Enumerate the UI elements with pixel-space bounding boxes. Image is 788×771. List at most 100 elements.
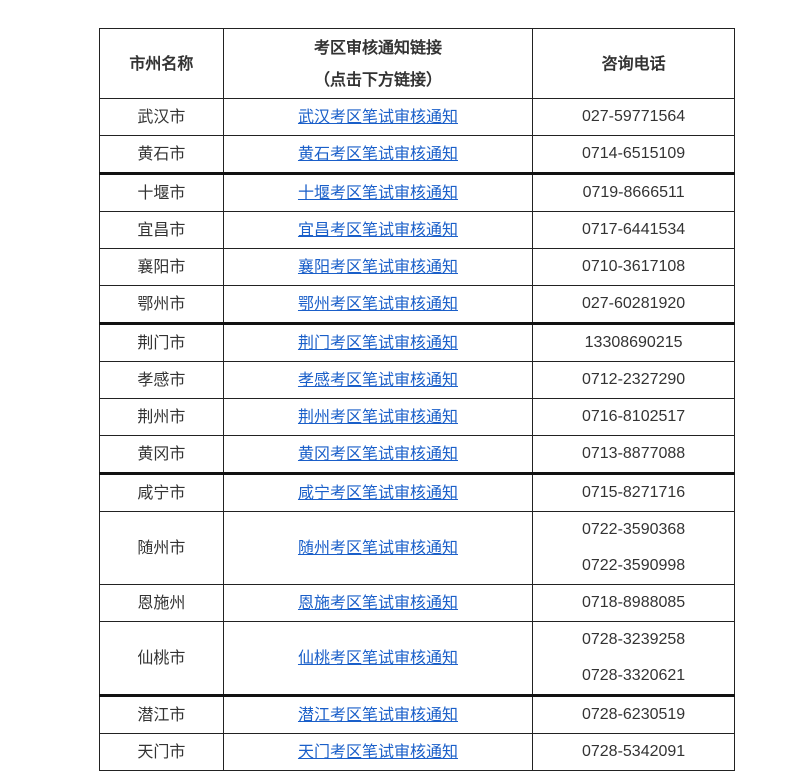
city-cell: 随州市	[99, 511, 224, 585]
city-cell: 恩施州	[99, 584, 224, 622]
notice-link[interactable]: 孝感考区笔试审核通知	[297, 370, 458, 389]
phone-cell: 0718-8988085	[532, 584, 735, 622]
link-cell: 孝感考区笔试审核通知	[222, 361, 534, 399]
phone-number: 13308690215	[584, 334, 683, 351]
city-cell: 荆门市	[99, 322, 224, 362]
phone-number: 0713-8877088	[581, 445, 686, 462]
table-row: 黄石市 黄石考区笔试审核通知 0714-6515109	[99, 135, 735, 174]
city-cell: 荆州市	[99, 398, 224, 436]
header-link: 考区审核通知链接 （点击下方链接）	[222, 28, 534, 99]
phone-number: 0718-8988085	[581, 594, 686, 611]
link-cell: 宜昌考区笔试审核通知	[222, 211, 534, 249]
phone-cell: 0728-6230519	[532, 694, 735, 734]
header-phone: 咨询电话	[532, 28, 735, 99]
table-row: 恩施州 恩施考区笔试审核通知 0718-8988085	[99, 584, 735, 622]
phone-number: 027-60281920	[581, 295, 686, 312]
phone-cell: 0716-8102517	[532, 398, 735, 436]
phone-number: 0716-8102517	[581, 408, 686, 425]
link-cell: 鄂州考区笔试审核通知	[222, 285, 534, 324]
table-row: 武汉市 武汉考区笔试审核通知 027-59771564	[99, 98, 735, 136]
phone-cell: 027-60281920	[532, 285, 735, 324]
table-row: 仙桃市 仙桃考区笔试审核通知 0728-3239258 0728-3320621	[99, 621, 735, 696]
phone-cell: 0713-8877088	[532, 435, 735, 474]
city-cell: 武汉市	[99, 98, 224, 136]
city-cell: 仙桃市	[99, 621, 224, 696]
phone-cell: 0728-5342091	[532, 733, 735, 771]
notice-link[interactable]: 襄阳考区笔试审核通知	[297, 257, 458, 276]
link-cell: 随州考区笔试审核通知	[222, 511, 534, 585]
notice-link[interactable]: 咸宁考区笔试审核通知	[297, 483, 458, 502]
phone-cell: 0710-3617108	[532, 248, 735, 286]
phone-cell: 027-59771564	[532, 98, 735, 136]
phone-number: 0728-6230519	[581, 706, 686, 723]
phone-number: 0717-6441534	[581, 221, 686, 238]
link-cell: 十堰考区笔试审核通知	[222, 172, 534, 212]
phone-number: 0728-3239258	[581, 631, 686, 648]
header-link-line2: （点击下方链接）	[313, 69, 442, 89]
table-row: 咸宁市 咸宁考区笔试审核通知 0715-8271716	[99, 472, 735, 512]
notice-link[interactable]: 随州考区笔试审核通知	[297, 538, 458, 557]
link-cell: 咸宁考区笔试审核通知	[222, 472, 534, 512]
link-cell: 恩施考区笔试审核通知	[222, 584, 534, 622]
table-row: 鄂州市 鄂州考区笔试审核通知 027-60281920	[99, 285, 735, 324]
notice-link[interactable]: 荆州考区笔试审核通知	[297, 407, 458, 426]
phone-number: 0719-8666511	[582, 184, 685, 201]
link-cell: 荆州考区笔试审核通知	[222, 398, 534, 436]
link-cell: 天门考区笔试审核通知	[222, 733, 534, 771]
link-cell: 潜江考区笔试审核通知	[222, 694, 534, 734]
notice-link[interactable]: 恩施考区笔试审核通知	[297, 593, 458, 612]
notice-link[interactable]: 十堰考区笔试审核通知	[297, 183, 458, 202]
link-cell: 黄石考区笔试审核通知	[222, 135, 534, 174]
phone-number: 0722-3590368	[581, 521, 686, 538]
phone-number: 0728-5342091	[581, 743, 686, 760]
city-cell: 十堰市	[99, 172, 224, 212]
phone-cell: 0715-8271716	[532, 472, 735, 512]
table-row: 随州市 随州考区笔试审核通知 0722-3590368 0722-3590998	[99, 511, 735, 585]
notice-link[interactable]: 仙桃考区笔试审核通知	[297, 648, 458, 667]
city-cell: 襄阳市	[99, 248, 224, 286]
phone-cell: 0717-6441534	[532, 211, 735, 249]
phone-cell: 0722-3590368 0722-3590998	[532, 511, 735, 585]
table-row: 潜江市 潜江考区笔试审核通知 0728-6230519	[99, 694, 735, 734]
notice-link[interactable]: 黄冈考区笔试审核通知	[297, 444, 458, 463]
phone-number: 0715-8271716	[581, 484, 686, 501]
link-cell: 仙桃考区笔试审核通知	[222, 621, 534, 696]
phone-cell: 0719-8666511	[532, 172, 735, 212]
phone-cell: 0712-2327290	[532, 361, 735, 399]
table-row: 荆州市 荆州考区笔试审核通知 0716-8102517	[99, 398, 735, 436]
link-cell: 武汉考区笔试审核通知	[222, 98, 534, 136]
header-link-line1: 考区审核通知链接	[313, 37, 442, 57]
table-row: 宜昌市 宜昌考区笔试审核通知 0717-6441534	[99, 211, 735, 249]
city-cell: 宜昌市	[99, 211, 224, 249]
table-header-row: 市州名称 考区审核通知链接 （点击下方链接） 咨询电话	[99, 28, 735, 99]
table-row: 十堰市 十堰考区笔试审核通知 0719-8666511	[99, 172, 735, 212]
phone-number: 0710-3617108	[581, 258, 686, 275]
city-cell: 鄂州市	[99, 285, 224, 324]
notice-link[interactable]: 潜江考区笔试审核通知	[297, 705, 458, 724]
notice-link[interactable]: 鄂州考区笔试审核通知	[297, 294, 458, 313]
phone-number: 027-59771564	[581, 108, 686, 125]
notice-link[interactable]: 荆门考区笔试审核通知	[297, 333, 458, 352]
city-cell: 黄冈市	[99, 435, 224, 474]
link-cell: 黄冈考区笔试审核通知	[222, 435, 534, 474]
phone-number: 0722-3590998	[581, 557, 686, 574]
phone-number: 0712-2327290	[581, 371, 686, 388]
city-cell: 孝感市	[99, 361, 224, 399]
table-row: 荆门市 荆门考区笔试审核通知 13308690215	[99, 322, 735, 362]
notice-link[interactable]: 黄石考区笔试审核通知	[297, 144, 458, 163]
table-row: 孝感市 孝感考区笔试审核通知 0712-2327290	[99, 361, 735, 399]
notice-link[interactable]: 天门考区笔试审核通知	[297, 742, 458, 761]
table-row: 天门市 天门考区笔试审核通知 0728-5342091	[99, 733, 735, 771]
exam-notice-table: 市州名称 考区审核通知链接 （点击下方链接） 咨询电话 武汉市 武汉考区笔试审核通…	[99, 28, 735, 771]
notice-link[interactable]: 宜昌考区笔试审核通知	[297, 220, 458, 239]
city-cell: 黄石市	[99, 135, 224, 174]
phone-number: 0714-6515109	[581, 145, 686, 162]
table-row: 黄冈市 黄冈考区笔试审核通知 0713-8877088	[99, 435, 735, 474]
link-cell: 荆门考区笔试审核通知	[222, 322, 534, 362]
notice-link[interactable]: 武汉考区笔试审核通知	[297, 107, 458, 126]
phone-number: 0728-3320621	[581, 667, 686, 684]
phone-cell: 0728-3239258 0728-3320621	[532, 621, 735, 696]
phone-cell: 13308690215	[532, 322, 735, 362]
link-cell: 襄阳考区笔试审核通知	[222, 248, 534, 286]
city-cell: 潜江市	[99, 694, 224, 734]
